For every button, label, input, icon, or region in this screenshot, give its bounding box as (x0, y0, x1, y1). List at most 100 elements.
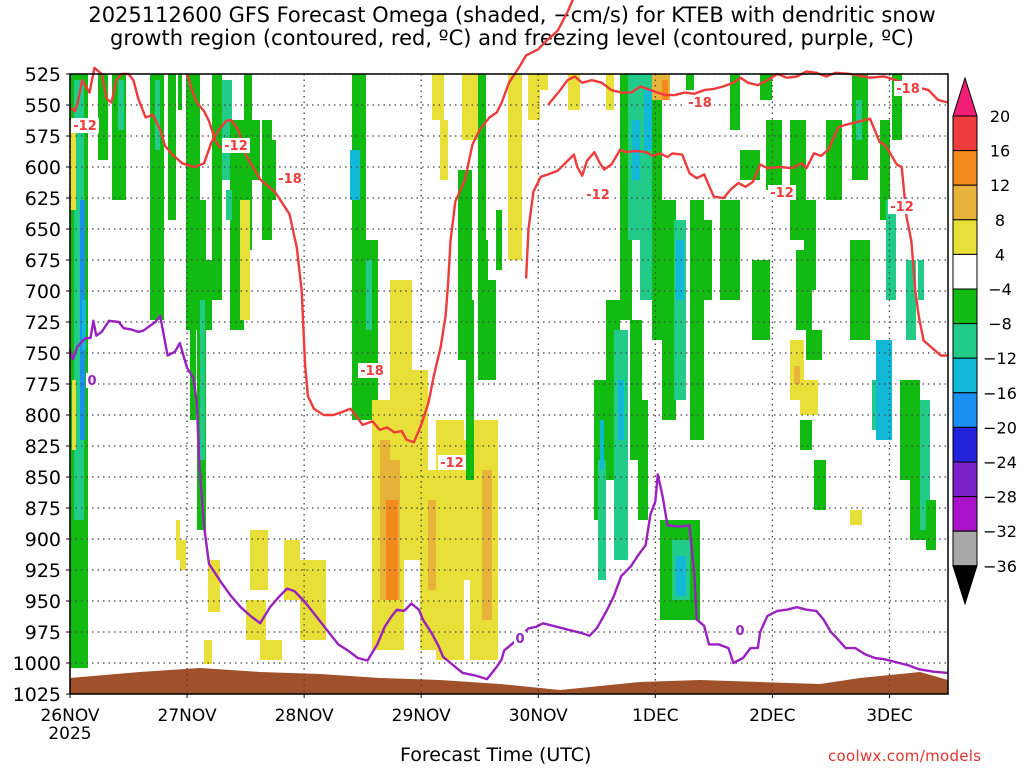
omega-cell (752, 260, 770, 340)
omega-cell (806, 330, 822, 360)
contour-label: -12 (890, 200, 914, 215)
y-tick-label: 725 (25, 312, 61, 334)
omega-cell (926, 500, 936, 550)
colorbar-segment (952, 115, 978, 152)
contour-label-bg (358, 363, 386, 378)
colorbar-segment (952, 288, 978, 325)
omega-cell (250, 530, 268, 590)
colorbar-segment (952, 357, 978, 394)
omega-cell (178, 74, 182, 110)
contour-label-layer: -12 -12 -18 -18 -12 -12 -18 -12 -18 -12 0 0 0 (71, 81, 922, 647)
contour-line (547, 70, 949, 106)
contour-label-bg (584, 187, 612, 202)
x-tick-label: 28NOV (275, 706, 334, 726)
x-tick-label: 3DEC (866, 706, 913, 726)
colorbar-label: −24 (983, 453, 1017, 472)
credit-link[interactable]: coolwx.com/models (828, 747, 982, 765)
contour-label: -18 (278, 172, 302, 187)
colorbar-segment (952, 253, 978, 290)
omega-cell (652, 74, 662, 340)
omega-cell (190, 120, 196, 420)
omega-cell (466, 300, 474, 480)
y-tick-label: 950 (25, 591, 61, 613)
colorbar-segment (952, 392, 978, 428)
y-tick-label: 775 (25, 374, 61, 396)
axis-label-layer: 525 550 575 600 625 650 675 700 725 750 775 800 825 8… (13, 64, 913, 744)
y-tick-label: 800 (25, 405, 61, 427)
y-tick-label: 1025 (13, 684, 61, 706)
omega-cell (508, 74, 522, 260)
contour-line (524, 117, 948, 357)
contour-label-bg (222, 138, 250, 153)
omega-cell (486, 280, 496, 380)
contour-label: -12 (770, 186, 794, 201)
omega-cell (826, 120, 842, 200)
contour-label: -18 (360, 364, 384, 379)
colorbar-label: −4 (988, 280, 1012, 299)
colorbar-label: −20 (983, 418, 1017, 437)
y-tick-label: 675 (25, 250, 61, 272)
omega-cell (920, 400, 930, 530)
omega-cell (720, 200, 740, 300)
omega-cell (686, 74, 694, 90)
y-tick-label: 600 (25, 157, 61, 179)
y-tick-label: 575 (25, 126, 61, 148)
omega-cell (918, 260, 924, 300)
omega-shading-layer (70, 74, 936, 668)
omega-cell (386, 500, 398, 600)
omega-cell (268, 140, 276, 200)
omega-cell (794, 366, 800, 384)
omega-cell (240, 200, 250, 320)
colorbar-cap-top (952, 76, 978, 117)
contour-label-bg (71, 118, 99, 133)
omega-cell (540, 74, 548, 90)
omega-cell (98, 74, 108, 160)
omega-cell (452, 440, 470, 580)
omega-cell (262, 120, 272, 240)
omega-cell (155, 80, 160, 150)
omega-cell (200, 300, 205, 460)
omega-cell (892, 74, 902, 140)
colorbar-label: 8 (995, 211, 1005, 230)
contour-label: 0 (735, 624, 744, 639)
omega-cell (82, 300, 86, 350)
chart-title-line1: 2025112600 GFS Forecast Omega (shaded, −… (88, 3, 936, 27)
colorbar-label: −32 (983, 522, 1017, 541)
contour-line (185, 73, 223, 150)
omega-cell (72, 380, 76, 450)
omega-cell (440, 120, 448, 180)
omega-cell (730, 74, 740, 130)
x-tick-label: 26NOV (40, 706, 99, 726)
omega-cell (176, 520, 180, 560)
omega-cell (260, 640, 282, 660)
y-tick-label: 900 (25, 529, 61, 551)
contour-label-bg (86, 373, 98, 388)
y-tick-label: 925 (25, 560, 61, 582)
contour-label-bg (734, 623, 746, 638)
x-tick-label: 29NOV (392, 706, 451, 726)
omega-cell (432, 74, 444, 120)
y-tick-label: 525 (25, 64, 61, 86)
omega-cell (638, 400, 648, 520)
contour-label-bg (686, 95, 714, 110)
contour-label: -18 (896, 82, 920, 97)
colorbar-segment (952, 461, 978, 498)
contour-label: -12 (440, 456, 464, 471)
omega-cell (800, 420, 812, 450)
contour-label: -12 (73, 119, 97, 134)
omega-cell (886, 200, 896, 300)
terrain-area (70, 668, 948, 694)
omega-cell (676, 240, 684, 300)
colorbar-segment (952, 530, 978, 567)
omega-cell (880, 120, 890, 220)
contour-label: 0 (87, 374, 96, 389)
omega-cell (614, 330, 628, 560)
omega-cell (598, 460, 606, 580)
omega-cell (906, 260, 916, 340)
colorbar-label: −12 (983, 349, 1017, 368)
terrain-layer (70, 668, 948, 694)
y-tick-label: 825 (25, 436, 61, 458)
contour-label-bg (438, 455, 466, 470)
chart-title-line2: growth region (contoured, red, ºC) and f… (110, 26, 914, 50)
